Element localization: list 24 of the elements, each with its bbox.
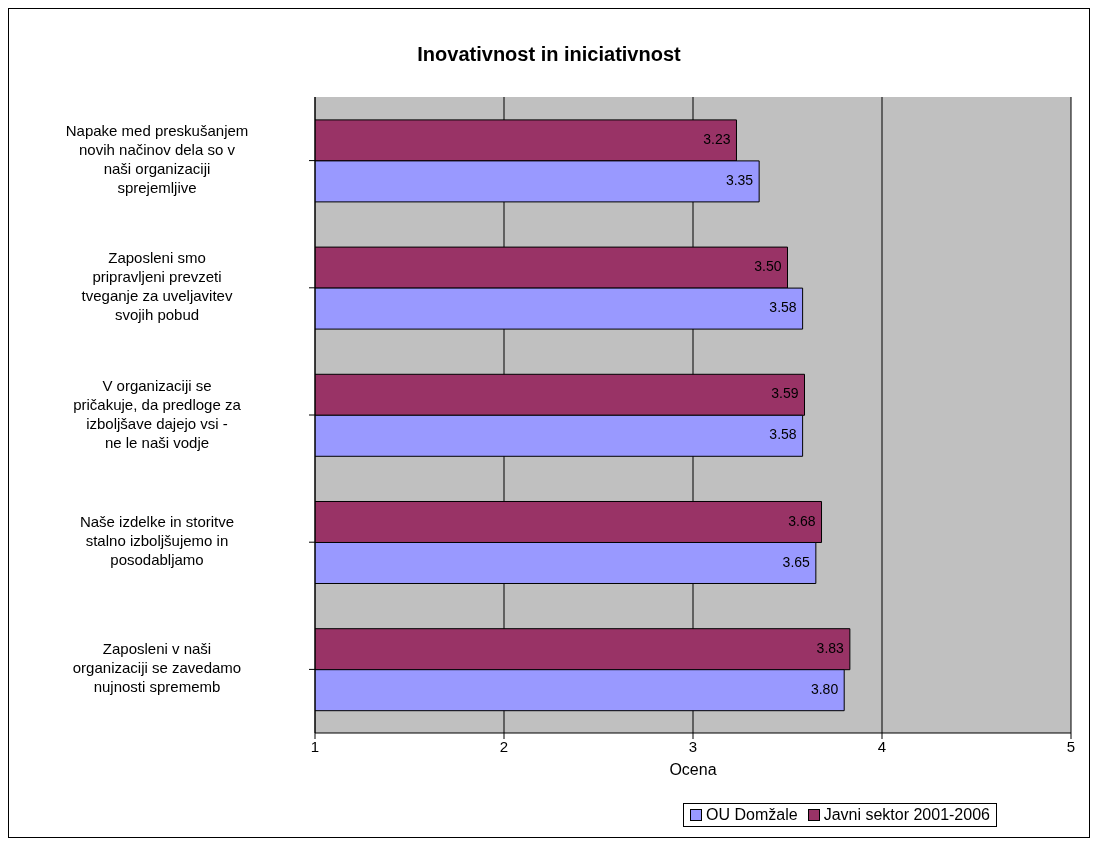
data-label: 3.50: [754, 258, 782, 275]
y-tick-label: Zaposleni smo pripravljeni prevzeti tveganje za uveljavitev svojih pobud: [81, 249, 233, 324]
data-label: 3.23: [703, 131, 731, 148]
legend-label: OU Domžale: [705, 806, 798, 824]
y-tick-label: Napake med preskušanjem novih načinov dela so v naši organizaciji sprejemljive: [65, 122, 249, 197]
data-label: 3.65: [782, 553, 811, 570]
data-label: 3.58: [769, 426, 797, 443]
chart-title: Inovativnost in iniciativnost: [416, 43, 682, 66]
x-tick-label: 1: [310, 737, 320, 755]
data-label: 3.83: [816, 639, 845, 656]
data-label: 3.80: [810, 680, 839, 697]
x-tick-label: 2: [499, 737, 509, 755]
data-label: 3.58: [769, 299, 797, 316]
x-axis-title: Ocena: [669, 761, 717, 778]
legend-label: Javni sektor 2001-2006: [822, 806, 990, 824]
data-label: 3.68: [788, 512, 816, 529]
x-tick-label: 3: [688, 737, 698, 755]
data-label: 3.59: [771, 385, 799, 402]
x-tick-label: 4: [877, 737, 887, 755]
data-label: 3.35: [725, 172, 754, 189]
y-tick-label: Naše izdelke in storitve stalno izboljšujemo in posodabljamo: [79, 513, 235, 569]
x-tick-label: 5: [1066, 737, 1076, 755]
y-tick-label: Zaposleni v naši organizaciji se zavedamo nujnosti sprememb: [72, 640, 242, 696]
y-tick-label: V organizaciji se pričakuje, da predloge za izboljšave dajejo vsi - ne le naši vodje: [73, 376, 242, 451]
